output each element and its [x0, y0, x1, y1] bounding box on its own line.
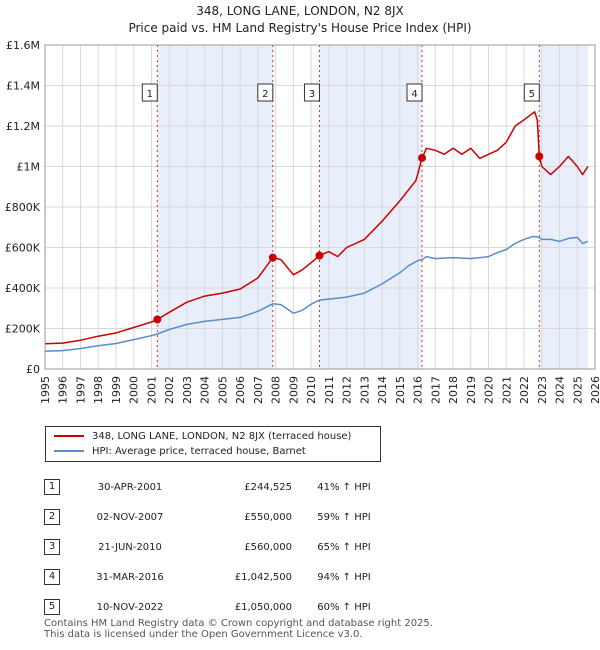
- sale-hpi-change: 65% ↑ HPI: [317, 541, 371, 553]
- sale-date: 02-NOV-2007: [96, 511, 164, 523]
- sale-number-label: 1: [147, 89, 153, 100]
- x-tick-label: 2014: [376, 376, 389, 404]
- x-tick-label: 1996: [57, 376, 70, 404]
- x-tick-label: 2003: [181, 376, 194, 404]
- x-tick-label: 1995: [39, 376, 52, 404]
- y-tick-label: £0: [26, 363, 40, 376]
- sale-number-label: 3: [309, 89, 315, 100]
- x-tick-label: 2006: [234, 376, 247, 404]
- legend-label-hpi: HPI: Average price, terraced house, Barn…: [92, 446, 306, 457]
- sale-number-badge: 4: [44, 569, 60, 585]
- sale-hpi-change: 60% ↑ HPI: [317, 601, 371, 613]
- y-tick-label: £1M: [17, 161, 41, 174]
- x-tick-label: 2020: [483, 376, 496, 404]
- sale-point: [268, 253, 277, 262]
- x-tick-label: 2012: [341, 376, 354, 404]
- chart-subtitle: Price paid vs. HM Land Registry's House …: [128, 21, 472, 35]
- x-tick-label: 2026: [589, 376, 600, 404]
- x-tick-label: 2002: [163, 376, 176, 404]
- x-tick-label: 2004: [199, 376, 212, 404]
- plot-border: [44, 44, 596, 370]
- sale-date: 30-APR-2001: [97, 481, 163, 493]
- sale-number-box: [303, 83, 320, 102]
- sale-date: 31-MAR-2016: [96, 571, 164, 583]
- table-row: 4 31-MAR-2016 £1,042,500 94% ↑ HPI: [44, 562, 396, 592]
- legend-swatch-property: [54, 435, 84, 437]
- x-tick-label: 2011: [323, 376, 336, 404]
- x-tick-label: 2018: [447, 376, 460, 404]
- sale-point: [315, 251, 324, 260]
- x-tick-label: 2017: [429, 376, 442, 404]
- x-tick-label: 2007: [252, 376, 265, 404]
- x-tick-label: 2013: [358, 376, 371, 404]
- y-tick-label: £1.6M: [6, 39, 40, 52]
- table-row: 1 30-APR-2001 £244,525 41% ↑ HPI: [44, 472, 396, 502]
- y-tick-label: £200K: [5, 323, 41, 336]
- sale-number-label: 5: [529, 89, 535, 100]
- y-tick-label: £800K: [5, 201, 41, 214]
- x-tick-label: 2025: [571, 376, 584, 404]
- x-tick-label: 2022: [518, 376, 531, 404]
- x-tick-label: 2019: [465, 376, 478, 404]
- legend-item-property: 348, LONG LANE, LONDON, N2 8JX (terraced…: [54, 430, 351, 444]
- sale-hpi-change: 94% ↑ HPI: [317, 571, 371, 583]
- x-tick-label: 2023: [536, 376, 549, 404]
- sale-hpi-change: 59% ↑ HPI: [317, 511, 371, 523]
- sale-point: [535, 152, 544, 161]
- x-tick-label: 1998: [92, 376, 105, 404]
- sale-point: [418, 153, 427, 162]
- x-tick-label: 2021: [500, 376, 513, 404]
- sale-price: £244,525: [244, 481, 292, 493]
- legend-item-hpi: HPI: Average price, terraced house, Barn…: [54, 445, 306, 459]
- x-tick-label: 1999: [110, 376, 123, 404]
- footer-line-licence: This data is licensed under the Open Gov…: [44, 629, 363, 640]
- y-tick-label: £400K: [5, 282, 41, 295]
- x-tick-label: 2009: [287, 376, 300, 404]
- sale-point: [153, 315, 162, 324]
- footer-line-copyright: Contains HM Land Registry data © Crown c…: [44, 618, 433, 629]
- chart-legend: 348, LONG LANE, LONDON, N2 8JX (terraced…: [45, 426, 381, 462]
- y-tick-label: £600K: [5, 242, 41, 255]
- sale-price: £1,042,500: [234, 571, 292, 583]
- footer-attribution: Contains HM Land Registry data © Crown c…: [44, 618, 433, 640]
- table-row: 3 21-JUN-2010 £560,000 65% ↑ HPI: [44, 532, 396, 562]
- y-tick-label: £1.2M: [6, 120, 40, 133]
- property-price-line: [44, 111, 589, 345]
- sale-number-badge: 5: [44, 599, 60, 615]
- sale-number-box: [141, 83, 158, 102]
- sale-number-box: [523, 83, 540, 102]
- sale-price: £560,000: [244, 541, 292, 553]
- sales-table: 1 30-APR-2001 £244,525 41% ↑ HPI 2 02-NO…: [44, 472, 396, 622]
- sale-date: 10-NOV-2022: [96, 601, 164, 613]
- x-tick-label: 2001: [145, 376, 158, 404]
- x-tick-label: 2016: [412, 376, 425, 404]
- sale-price: £550,000: [244, 511, 292, 523]
- x-tick-label: 1997: [74, 376, 87, 404]
- sale-number-badge: 1: [44, 479, 60, 495]
- sale-hpi-change: 41% ↑ HPI: [317, 481, 371, 493]
- table-row: 2 02-NOV-2007 £550,000 59% ↑ HPI: [44, 502, 396, 532]
- sale-number-label: 4: [411, 89, 417, 100]
- chart-title: 348, LONG LANE, LONDON, N2 8JX: [196, 4, 404, 18]
- x-tick-label: 2000: [128, 376, 141, 404]
- x-tick-label: 2010: [305, 376, 318, 404]
- sale-number-label: 2: [262, 89, 268, 100]
- sale-number-badge: 3: [44, 539, 60, 555]
- hpi-line: [44, 235, 589, 352]
- sale-number-box: [406, 83, 423, 102]
- x-tick-label: 2015: [394, 376, 407, 404]
- sale-number-badge: 2: [44, 509, 60, 525]
- x-tick-label: 2024: [554, 376, 567, 404]
- legend-swatch-hpi: [54, 450, 84, 452]
- legend-label-property: 348, LONG LANE, LONDON, N2 8JX (terraced…: [92, 431, 352, 442]
- y-tick-label: £1.4M: [6, 80, 40, 93]
- sale-date: 21-JUN-2010: [98, 541, 162, 553]
- x-tick-label: 2008: [270, 376, 283, 404]
- sale-number-box: [257, 83, 274, 102]
- price-chart: £0 £200K £400K £600K £800K £1M £1.2M £1.4M £1.6M…: [5, 39, 600, 404]
- sale-price: £1,050,000: [234, 601, 292, 613]
- table-row: 5 10-NOV-2022 £1,050,000 60% ↑ HPI: [44, 592, 396, 622]
- x-tick-label: 2005: [216, 376, 229, 404]
